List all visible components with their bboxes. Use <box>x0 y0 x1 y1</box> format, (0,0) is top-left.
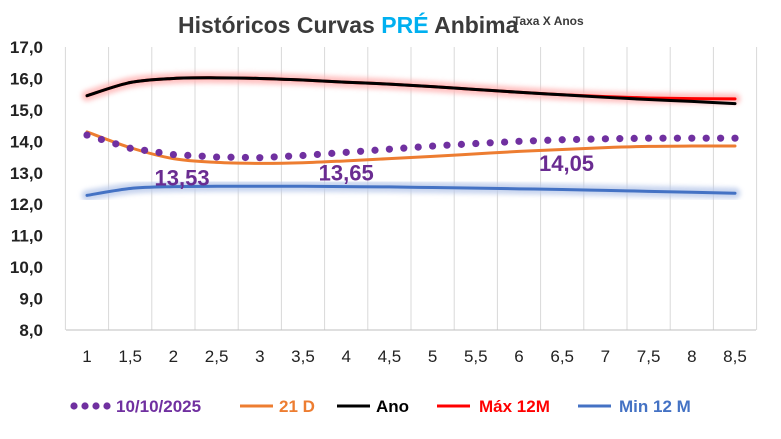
x-tick-label: 7 <box>601 347 610 366</box>
series-point-10-10-2025 <box>198 152 206 160</box>
annotation-label: 14,05 <box>539 151 594 176</box>
series-point-10-10-2025 <box>213 153 221 161</box>
legend-marker-10-10-2025 <box>70 402 78 410</box>
series-point-10-10-2025 <box>155 148 163 157</box>
legend-label-10-10-2025: 10/10/2025 <box>116 397 201 416</box>
series-point-10-10-2025 <box>313 150 321 159</box>
series-point-10-10-2025 <box>472 139 480 148</box>
series-point-10-10-2025 <box>529 137 538 145</box>
series-point-10-10-2025 <box>544 136 552 144</box>
series-point-10-10-2025 <box>443 141 451 149</box>
series-point-10-10-2025 <box>357 147 365 155</box>
series-group <box>81 72 741 201</box>
series-point-10-10-2025 <box>371 146 379 154</box>
y-tick-label: 14,0 <box>10 132 43 151</box>
annotations-group: 13,53 13,65 14,05 <box>155 151 595 190</box>
y-tick-label: 11,0 <box>11 227 43 246</box>
x-tick-label: 4,5 <box>378 347 402 366</box>
series-point-10-10-2025 <box>400 144 408 152</box>
series-point-10-10-2025 <box>342 148 350 156</box>
chart-title-part1: Históricos Curvas <box>178 12 381 38</box>
legend-label-ano: Ano <box>376 397 409 416</box>
y-axis-ticks: 8,0 9,0 10,0 11,0 12,0 13,0 14,0 15,0 16,0 17,0 <box>10 38 43 340</box>
chart-title-part3: Anbima <box>429 12 519 38</box>
y-tick-label: 9,0 <box>19 290 43 309</box>
y-tick-label: 12,0 <box>10 195 43 214</box>
series-point-10-10-2025 <box>227 153 235 161</box>
series-point-10-10-2025 <box>385 145 393 153</box>
series-point-10-10-2025 <box>601 135 610 143</box>
x-tick-label: 8,5 <box>723 347 747 366</box>
annotation-label: 13,65 <box>319 161 374 186</box>
series-point-10-10-2025 <box>328 149 336 157</box>
series-point-10-10-2025 <box>673 134 682 142</box>
x-tick-label: 7,5 <box>637 347 661 366</box>
series-point-10-10-2025 <box>630 134 638 142</box>
chart-subtitle: Taxa X Anos <box>513 14 584 28</box>
series-point-10-10-2025 <box>270 153 278 161</box>
legend-label-21-d: 21 D <box>279 397 315 416</box>
series-point-10-10-2025 <box>429 142 437 150</box>
series-point-10-10-2025 <box>501 138 509 146</box>
x-tick-label: 3 <box>255 347 264 366</box>
series-point-10-10-2025 <box>486 139 494 147</box>
legend-marker-10-10-2025 <box>81 402 89 410</box>
series-point-10-10-2025 <box>558 136 566 144</box>
x-tick-label: 5,5 <box>464 347 488 366</box>
series-point-10-10-2025 <box>285 152 293 160</box>
legend-marker-10-10-2025 <box>103 402 111 410</box>
series-point-10-10-2025 <box>731 134 739 142</box>
y-tick-label: 17,0 <box>10 38 43 57</box>
series-point-10-10-2025 <box>457 140 465 148</box>
series-point-10-10-2025 <box>83 131 91 139</box>
legend: 10/10/2025 21 D Ano Máx 12M Min 12 M <box>70 397 691 416</box>
x-axis-ticks: 1 1,5 2 2,5 3 3,5 4 4,5 5 5,5 6 6,5 7 7,5 8 8,5 <box>82 347 747 366</box>
series-point-10-10-2025 <box>97 135 105 144</box>
x-tick-label: 5 <box>428 347 437 366</box>
series-point-10-10-2025 <box>256 154 264 162</box>
y-tick-label: 13,0 <box>10 164 43 183</box>
series-point-10-10-2025 <box>184 151 192 159</box>
x-tick-label: 2 <box>169 347 178 366</box>
series-point-10-10-2025 <box>659 134 667 142</box>
series-point-10-10-2025 <box>112 140 120 148</box>
chart-title-part2: PRÉ <box>381 11 428 38</box>
series-point-10-10-2025 <box>702 134 710 142</box>
chart-title: Históricos Curvas PRÉ Anbima <box>178 11 519 38</box>
series-point-10-10-2025 <box>645 134 653 142</box>
series-point-10-10-2025 <box>414 143 422 151</box>
x-tick-label: 1 <box>82 347 91 366</box>
series-line-min-12-m <box>85 184 737 197</box>
series-point-10-10-2025 <box>688 134 696 142</box>
x-tick-label: 6 <box>514 347 523 366</box>
x-tick-label: 2,5 <box>205 347 229 366</box>
series-point-10-10-2025 <box>126 144 134 152</box>
series-point-10-10-2025 <box>587 135 595 143</box>
series-point-10-10-2025 <box>717 134 725 142</box>
legend-label-min-12-m: Min 12 M <box>619 397 691 416</box>
legend-label-m-x-12m: Máx 12M <box>479 397 550 416</box>
y-tick-label: 8,0 <box>19 321 43 340</box>
series-point-10-10-2025 <box>169 150 177 159</box>
y-tick-label: 10,0 <box>10 258 43 277</box>
x-tick-label: 8 <box>687 347 696 366</box>
x-tick-label: 1,5 <box>118 347 142 366</box>
legend-marker-10-10-2025 <box>92 402 100 410</box>
y-tick-label: 15,0 <box>10 101 43 120</box>
series-point-10-10-2025 <box>141 146 149 154</box>
series-line-ano <box>85 76 737 106</box>
y-tick-label: 16,0 <box>10 69 43 88</box>
x-tick-label: 3,5 <box>291 347 315 366</box>
series-point-10-10-2025 <box>616 135 624 143</box>
series-point-10-10-2025 <box>515 137 523 145</box>
series-point-10-10-2025 <box>573 135 581 144</box>
series-point-10-10-2025 <box>241 153 249 162</box>
annotation-label: 13,53 <box>155 165 210 190</box>
x-tick-label: 6,5 <box>550 347 574 366</box>
series-line-21-d <box>85 130 737 165</box>
x-tick-label: 4 <box>341 347 350 366</box>
series-point-10-10-2025 <box>299 151 307 160</box>
